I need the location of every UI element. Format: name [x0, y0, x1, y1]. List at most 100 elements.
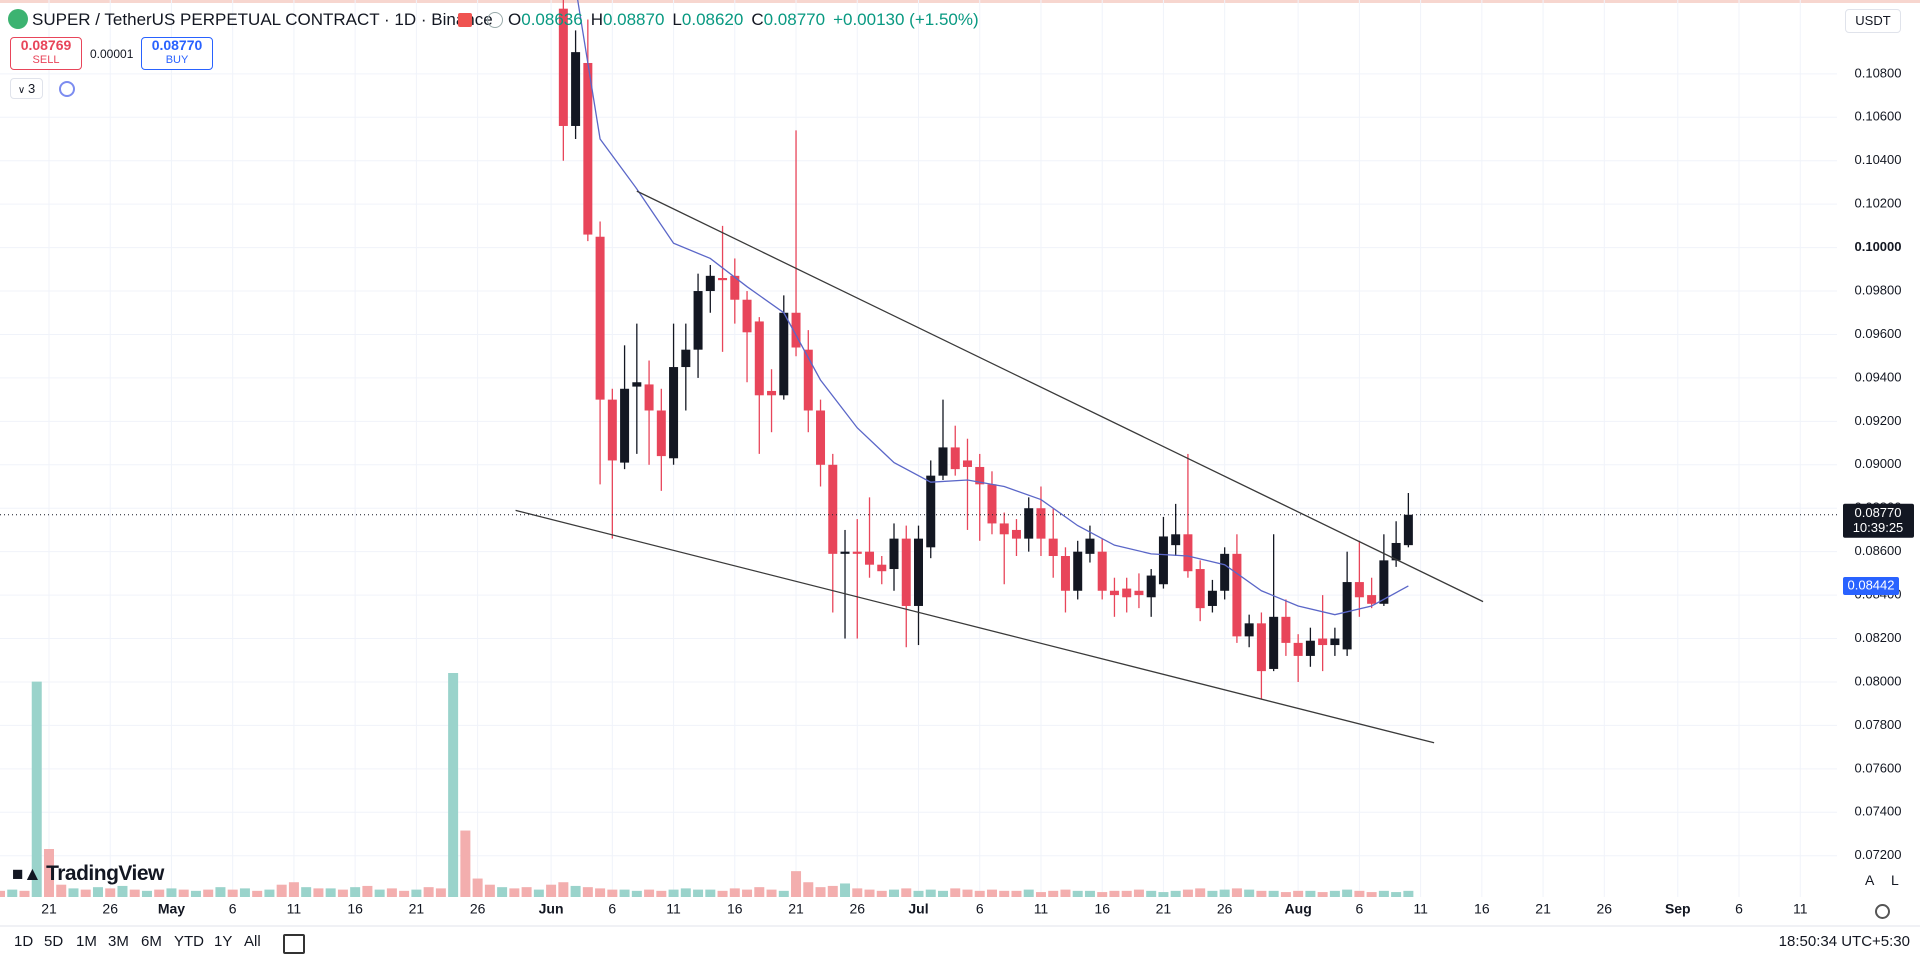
currency-button[interactable]: USDT [1845, 9, 1901, 33]
volume-bar [1317, 892, 1328, 897]
candle-body [914, 538, 923, 606]
ohlc: O0.08636 H0.08870 L0.08620 C0.08770 +0.00130… [508, 10, 979, 30]
candle-body [1158, 536, 1168, 585]
x-tick-label: 16 [347, 901, 363, 917]
scale-button[interactable]: L [1891, 872, 1899, 888]
volume-bar [1256, 890, 1267, 897]
candle-body [1256, 623, 1266, 672]
volume-bar [570, 885, 581, 897]
volume-bar [1109, 890, 1120, 897]
volume-bar [1342, 889, 1353, 897]
status-icon [487, 12, 503, 28]
volume-bar [668, 889, 679, 897]
candle-body [656, 410, 666, 457]
y-tick-label: 0.07600 [1855, 760, 1902, 775]
calendar-icon[interactable] [283, 934, 305, 954]
y-tick-label: 0.10000 [1855, 239, 1902, 254]
candle-body [828, 464, 838, 554]
volume-bar [1207, 890, 1218, 897]
candle-body [1269, 616, 1279, 669]
x-tick-label: 6 [608, 901, 616, 917]
symbol-logo [8, 9, 28, 29]
flag-icon[interactable] [458, 13, 472, 27]
candle-body [681, 349, 691, 368]
candle-body [1122, 588, 1132, 598]
volume-bar [1195, 888, 1206, 897]
volume-bar [901, 888, 912, 897]
volume-bar [974, 890, 985, 897]
settings-icon[interactable] [1875, 904, 1890, 919]
x-tick-label: 11 [666, 901, 681, 917]
candle-body [803, 349, 813, 411]
candle-body [999, 523, 1009, 535]
scale-button[interactable]: A [1865, 872, 1875, 888]
volume-bar [288, 882, 299, 897]
y-tick-label: 0.10600 [1855, 109, 1902, 124]
candle-body [852, 551, 862, 554]
candle-body [1379, 560, 1389, 604]
candle-body [1305, 640, 1315, 656]
x-tick-label: 11 [1793, 901, 1808, 917]
ma-price-label: 0.08442 [1848, 577, 1895, 592]
candle-body [718, 278, 728, 281]
clock: 18:50:34 UTC+5:30 [1778, 933, 1910, 950]
candle-body [1318, 638, 1328, 646]
x-tick-label: 11 [1034, 901, 1049, 917]
candle-body [1048, 538, 1058, 557]
range-button[interactable]: 1D [14, 933, 34, 950]
candle-body [1097, 551, 1107, 591]
volume-bar [742, 889, 753, 897]
candle-body [620, 388, 630, 463]
indicators-count: 3 [27, 81, 36, 96]
candle-body [669, 367, 679, 459]
x-tick-label: 16 [1094, 901, 1110, 917]
volume-bar [19, 890, 30, 897]
range-button[interactable]: 3M [108, 933, 129, 950]
x-tick-label: 21 [788, 901, 804, 917]
x-tick-label: 11 [287, 901, 302, 917]
volume-bar [999, 890, 1010, 897]
volume-bar [705, 889, 716, 897]
candle-body [767, 390, 777, 396]
volume-bar [484, 884, 495, 897]
volume-bar [325, 888, 336, 897]
range-button[interactable]: All [244, 933, 261, 950]
y-tick-label: 0.09800 [1855, 282, 1902, 297]
y-tick-label: 0.08200 [1855, 630, 1902, 645]
buy-button[interactable]: 0.08770 BUY [141, 37, 213, 70]
candle-body [1244, 623, 1254, 637]
volume-bar [1084, 890, 1095, 897]
volume-bar [521, 887, 532, 897]
x-tick-label: 6 [229, 901, 237, 917]
symbol-title[interactable]: SUPER / TetherUS PERPETUAL CONTRACT · 1D… [32, 10, 493, 29]
branding-text: TradingView [46, 862, 164, 885]
x-tick-label: 16 [1474, 901, 1490, 917]
volume-bar [7, 889, 18, 897]
volume-bar [852, 888, 863, 897]
range-button[interactable]: YTD [174, 933, 204, 950]
range-button[interactable]: 1Y [214, 933, 233, 950]
candle-body [1024, 508, 1034, 539]
volume-bar [166, 888, 177, 897]
candle-body [1403, 514, 1413, 546]
candle-body [1171, 534, 1181, 546]
range-button[interactable]: 5D [44, 933, 64, 950]
range-button[interactable]: 1M [76, 933, 97, 950]
volume-bar [141, 890, 152, 897]
volume-bar [472, 878, 483, 897]
x-tick-label: 6 [976, 901, 984, 917]
volume-bar [1378, 890, 1389, 897]
volume-bar [717, 890, 728, 897]
sell-button[interactable]: 0.08769 SELL [10, 37, 82, 70]
x-tick-label: 26 [849, 901, 865, 917]
trendline [515, 509, 1435, 744]
candle-body [558, 8, 568, 126]
candle-body [1367, 595, 1377, 604]
y-tick-label: 0.09200 [1855, 413, 1902, 428]
range-button[interactable]: 6M [141, 933, 162, 950]
refresh-icon[interactable] [59, 81, 75, 97]
indicators-toggle[interactable]: ∨ 3 [10, 78, 43, 99]
candle-body [1232, 553, 1242, 637]
volume-bar [815, 887, 826, 897]
